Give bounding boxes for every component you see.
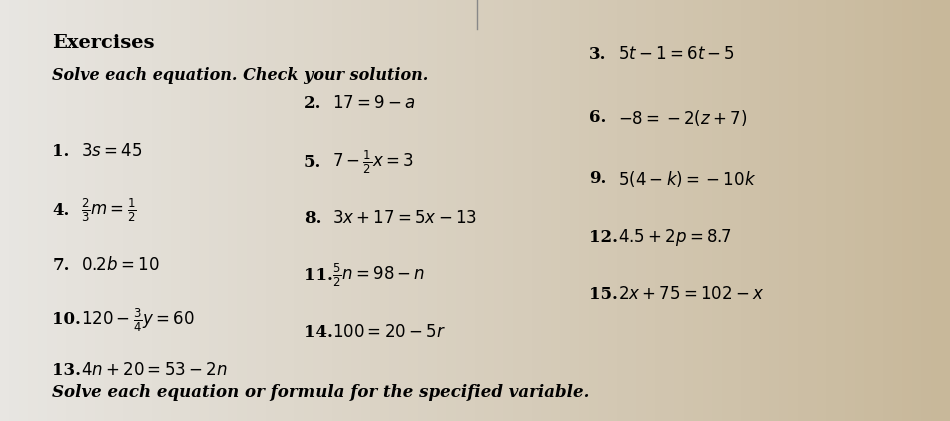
Text: $4.5 + 2p = 8.7$: $4.5 + 2p = 8.7$ — [618, 227, 732, 248]
Text: 1.: 1. — [52, 143, 69, 160]
Text: Solve each equation. Check your solution.: Solve each equation. Check your solution… — [52, 67, 428, 84]
Text: $100 = 20 - 5r$: $100 = 20 - 5r$ — [332, 324, 446, 341]
Text: $3s = 45$: $3s = 45$ — [81, 143, 142, 160]
Text: Solve each equation or formula for the specified variable.: Solve each equation or formula for the s… — [52, 384, 590, 401]
Text: $7 - \frac{1}{2}x = 3$: $7 - \frac{1}{2}x = 3$ — [332, 148, 414, 176]
Text: 9.: 9. — [589, 171, 606, 187]
Text: $4n + 20 = 53 - 2n$: $4n + 20 = 53 - 2n$ — [81, 362, 227, 379]
Text: 4.: 4. — [52, 202, 69, 219]
Text: $5(4 - k) = -10k$: $5(4 - k) = -10k$ — [618, 169, 756, 189]
Text: 15.: 15. — [589, 286, 618, 303]
Text: $0.2b = 10$: $0.2b = 10$ — [81, 256, 160, 274]
Text: $\frac{5}{2}n = 98 - n$: $\frac{5}{2}n = 98 - n$ — [332, 262, 426, 290]
Text: $3x + 17 = 5x - 13$: $3x + 17 = 5x - 13$ — [332, 210, 478, 227]
Text: $\frac{2}{3}m = \frac{1}{2}$: $\frac{2}{3}m = \frac{1}{2}$ — [81, 197, 136, 224]
Text: Exercises: Exercises — [52, 34, 155, 52]
Text: 11.: 11. — [304, 267, 332, 284]
Text: 2.: 2. — [304, 95, 321, 112]
Text: 13.: 13. — [52, 362, 82, 379]
Text: $5t - 1 = 6t - 5$: $5t - 1 = 6t - 5$ — [618, 46, 734, 63]
Text: $-8 = -2(z + 7)$: $-8 = -2(z + 7)$ — [618, 108, 747, 128]
Text: $120 - \frac{3}{4}y = 60$: $120 - \frac{3}{4}y = 60$ — [81, 306, 195, 334]
Text: 10.: 10. — [52, 312, 81, 328]
Text: 6.: 6. — [589, 109, 606, 126]
Text: $17 = 9 - a$: $17 = 9 - a$ — [332, 95, 416, 112]
Text: 8.: 8. — [304, 210, 321, 227]
Text: 14.: 14. — [304, 324, 332, 341]
Text: $2x + 75 = 102 - x$: $2x + 75 = 102 - x$ — [618, 286, 764, 303]
Text: 3.: 3. — [589, 46, 606, 63]
Text: 5.: 5. — [304, 154, 321, 171]
Text: 12.: 12. — [589, 229, 618, 246]
Text: 7.: 7. — [52, 257, 69, 274]
